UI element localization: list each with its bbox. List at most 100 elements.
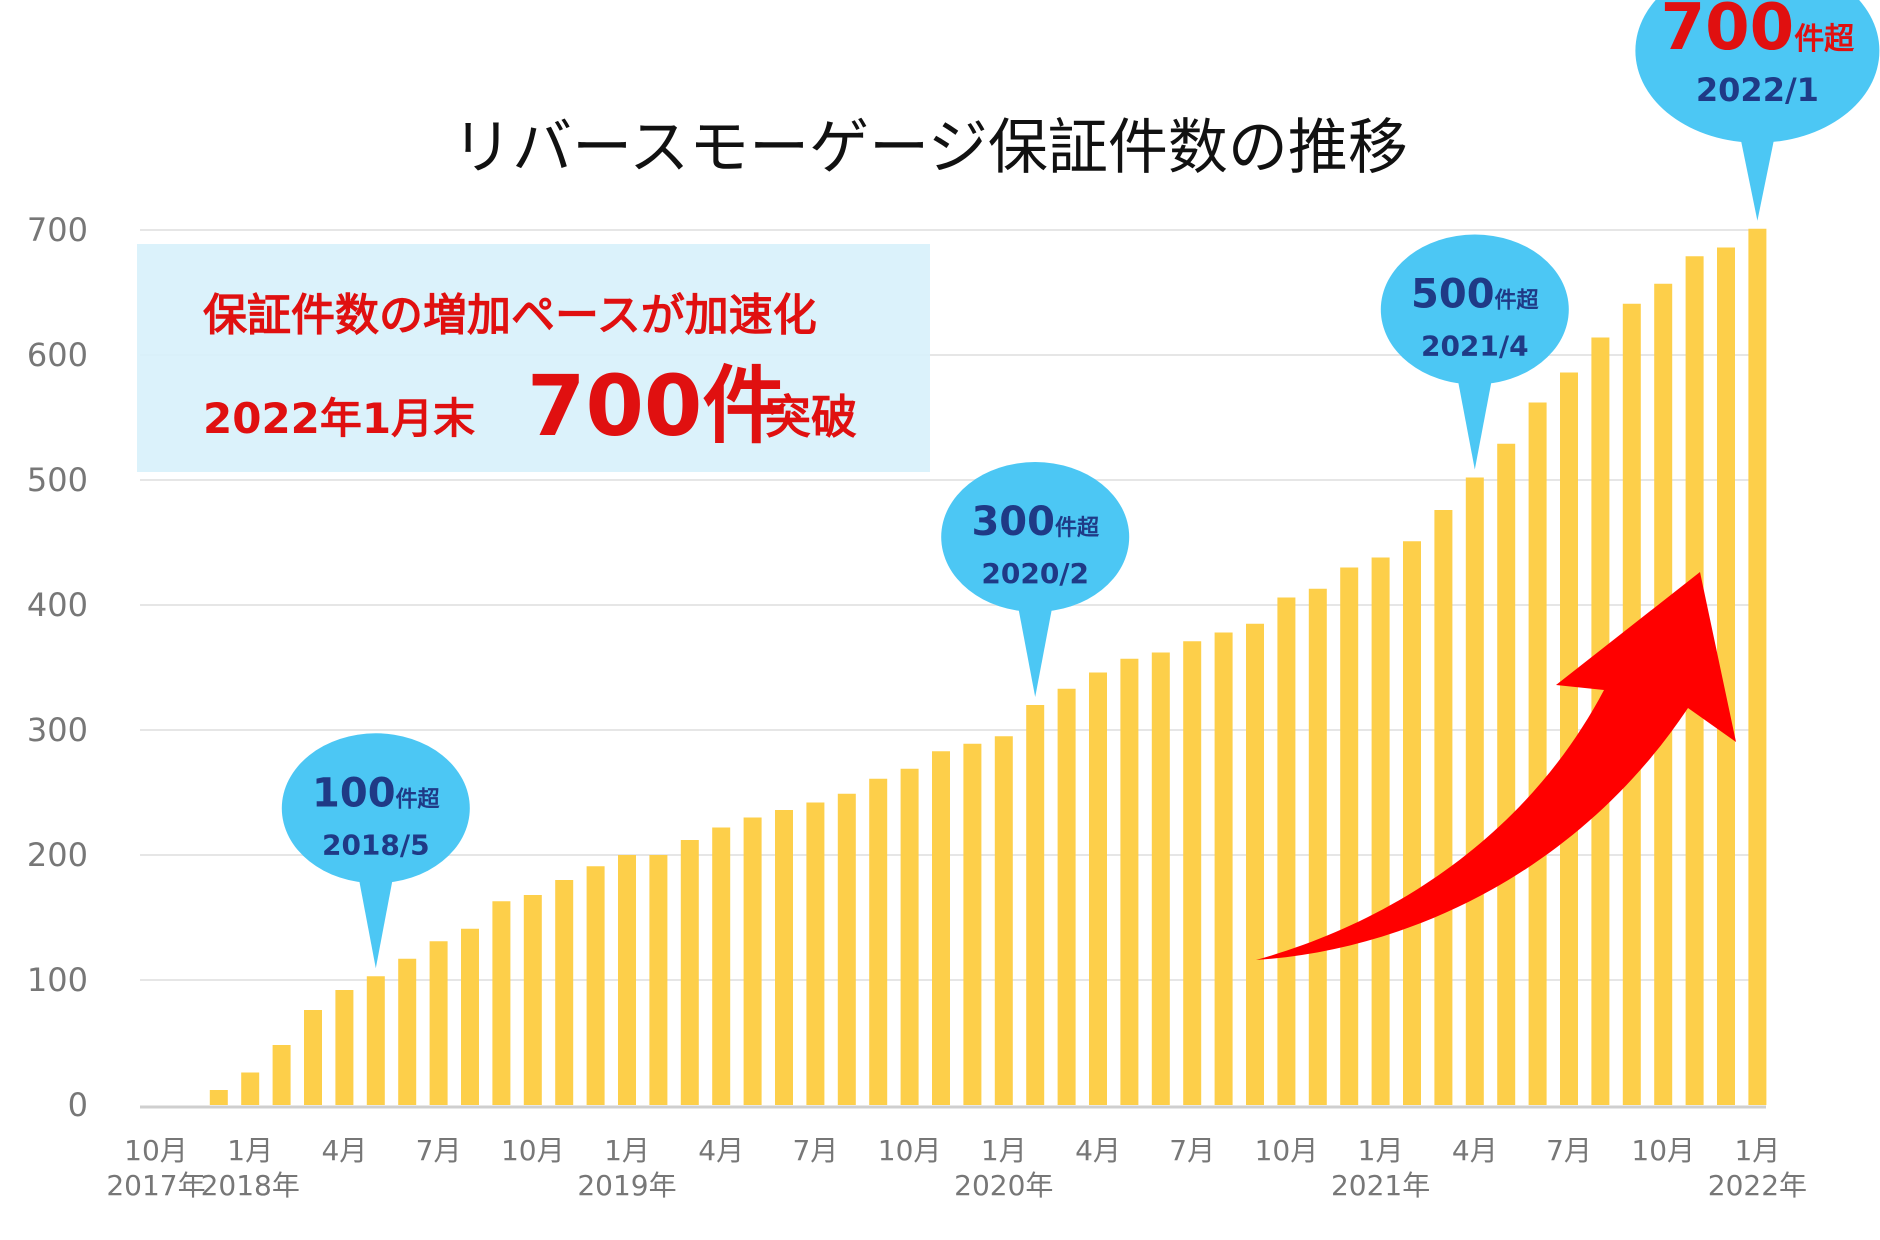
x-tick-year: 2018年 — [201, 1169, 300, 1202]
x-tick-month: 7月 — [416, 1134, 462, 1167]
bar — [1403, 541, 1421, 1105]
bar — [900, 768, 919, 1105]
callout-ellipse — [281, 733, 470, 884]
callout-suffix: 件超 — [1794, 22, 1855, 57]
bar — [335, 990, 354, 1105]
bar — [1151, 652, 1170, 1105]
callout-suffix: 件超 — [396, 787, 441, 812]
callout-pointer — [357, 873, 394, 969]
bar — [963, 743, 982, 1105]
x-tick-month: 1月 — [604, 1134, 650, 1167]
bar — [1214, 632, 1233, 1105]
bar — [429, 941, 448, 1105]
bar — [586, 866, 605, 1105]
bar — [618, 855, 636, 1105]
callout-number: 100 — [312, 770, 396, 816]
note-box: 保証件数の増加ペースが加速化 2022年1月末 700件 突破 — [137, 244, 930, 472]
callout-bubble: 700件超 2022/1 — [1635, 0, 1880, 221]
bar — [555, 880, 574, 1105]
note-line1: 保証件数の増加ペースが加速化 — [203, 290, 817, 341]
bar — [994, 736, 1013, 1105]
bar — [1026, 705, 1045, 1105]
callout-number: 700 — [1661, 0, 1795, 65]
callout-bubble: 500件超 2021/4 — [1380, 234, 1569, 470]
y-tick-label: 200 — [27, 836, 88, 874]
bar — [649, 855, 668, 1105]
y-axis-ticks: 0 100 200 300 400 500 600 700 — [27, 211, 88, 1124]
bar — [1340, 567, 1359, 1105]
chart-title: リバースモーゲージ保証件数の推移 — [452, 113, 1408, 183]
bar — [1057, 688, 1076, 1105]
bar — [1497, 443, 1516, 1105]
bar — [743, 817, 762, 1105]
bar — [775, 810, 793, 1105]
bar — [712, 827, 731, 1105]
x-tick-month: 7月 — [1546, 1134, 1592, 1167]
callouts: 100件超2018/5300件超2020/2500件超2021/4700件超20… — [281, 0, 1880, 969]
bar — [1434, 510, 1453, 1105]
y-tick-label: 100 — [27, 961, 88, 999]
callout-number-line: 300件超 — [971, 499, 1100, 545]
x-tick-month: 7月 — [1169, 1134, 1215, 1167]
bar — [932, 751, 950, 1105]
callout-ellipse — [1380, 234, 1569, 385]
bar — [366, 976, 385, 1105]
bar — [241, 1072, 260, 1105]
bars — [209, 228, 1767, 1105]
bar — [492, 901, 511, 1105]
x-tick-month: 1月 — [981, 1134, 1027, 1167]
bar — [806, 802, 825, 1105]
callout-number-line: 100件超 — [312, 770, 441, 816]
callout-date: 2021/4 — [1421, 330, 1529, 363]
y-tick-label: 500 — [27, 461, 88, 499]
bar — [523, 895, 542, 1105]
callout-date: 2022/1 — [1696, 71, 1819, 109]
bar — [1246, 623, 1264, 1105]
x-tick-month: 4月 — [698, 1134, 744, 1167]
bar — [1465, 477, 1484, 1105]
x-tick-month: 10月 — [1631, 1134, 1695, 1167]
bar — [869, 778, 888, 1105]
bar — [1748, 228, 1767, 1105]
x-tick-year: 2017年 — [106, 1169, 205, 1202]
callout-pointer — [1456, 374, 1493, 470]
x-tick-month: 10月 — [124, 1134, 188, 1167]
bar — [272, 1045, 291, 1105]
note-line2-suffix: 突破 — [765, 390, 857, 444]
x-tick-month: 4月 — [1075, 1134, 1121, 1167]
callout-ellipse — [1635, 0, 1880, 143]
bar — [1560, 372, 1578, 1105]
bar — [1717, 247, 1735, 1105]
x-tick-month: 4月 — [1452, 1134, 1498, 1167]
callout-pointer — [1739, 132, 1776, 221]
x-tick-month: 7月 — [792, 1134, 838, 1167]
callout-suffix: 件超 — [1495, 289, 1540, 314]
bar — [398, 958, 417, 1105]
callout-bubble: 300件超 2020/2 — [941, 462, 1130, 697]
bar — [304, 1010, 322, 1105]
callout-date: 2020/2 — [981, 557, 1089, 590]
bar — [1277, 597, 1296, 1105]
bar — [1120, 658, 1139, 1105]
bar — [837, 793, 856, 1105]
callout-date: 2018/5 — [322, 828, 430, 861]
note-line2-big: 700件 — [527, 357, 786, 455]
x-tick-month: 1月 — [1358, 1134, 1404, 1167]
x-tick-year: 2020年 — [954, 1169, 1053, 1202]
x-tick-year: 2021年 — [1331, 1169, 1430, 1202]
bar — [1528, 402, 1547, 1105]
y-tick-label: 400 — [27, 586, 88, 624]
bar — [1183, 641, 1202, 1105]
bar — [1371, 557, 1390, 1105]
x-tick-month: 4月 — [321, 1134, 367, 1167]
y-tick-label: 300 — [27, 711, 88, 749]
callout-number-line: 700件超 — [1661, 0, 1856, 65]
callout-number: 300 — [971, 499, 1055, 545]
bar — [209, 1090, 228, 1105]
y-tick-label: 600 — [27, 336, 88, 374]
callout-number-line: 500件超 — [1411, 272, 1540, 318]
bar — [461, 928, 479, 1105]
x-tick-month: 1月 — [227, 1134, 273, 1167]
